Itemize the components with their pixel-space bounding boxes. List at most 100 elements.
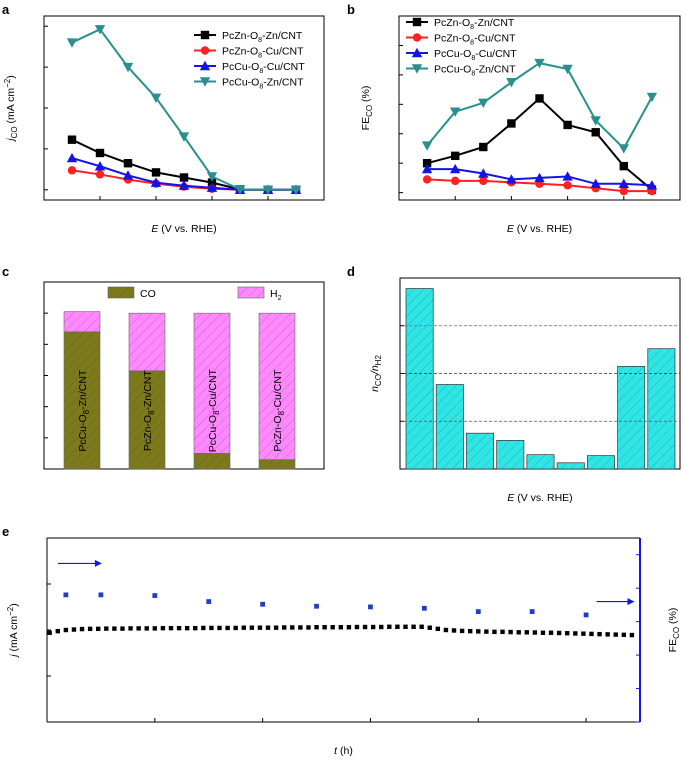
current-point — [282, 625, 287, 630]
current-point — [532, 630, 538, 635]
legend-text: PcZn-O — [222, 46, 258, 58]
y-label-end: ) — [8, 603, 20, 607]
current-point — [314, 625, 319, 630]
legend-marker — [200, 30, 210, 40]
data-point — [123, 159, 133, 168]
legend-text: PcCu-O — [434, 48, 471, 60]
category-text: -Cu/CNT — [272, 369, 284, 411]
data-point — [534, 58, 545, 69]
data-point — [67, 135, 77, 144]
current-point — [322, 625, 327, 630]
data-point — [450, 163, 461, 174]
fe-point — [529, 609, 535, 614]
bar — [435, 384, 464, 470]
category-sub: 8 — [82, 409, 91, 414]
chart-e-stability: t (h) j (mA cm−2) FECO (%) — [6, 537, 681, 757]
data-point — [506, 78, 517, 88]
y-label: n — [369, 386, 381, 392]
legend-text: -Cu/CNT — [262, 46, 304, 58]
data-point — [590, 178, 601, 189]
current-point — [435, 626, 441, 632]
legend-swatch — [237, 286, 265, 299]
legend-marker — [412, 33, 422, 42]
current-point — [427, 625, 432, 630]
legend-sub: 8 — [258, 53, 262, 60]
current-point — [573, 631, 578, 636]
annotation-arrow-head — [627, 598, 635, 606]
y-label-sub: CO — [10, 126, 19, 138]
data-point — [206, 172, 218, 182]
data-point — [534, 172, 545, 183]
legend-entry: PcCu-O8-Zn/CNT — [222, 77, 304, 91]
legend-marker — [411, 47, 423, 58]
y-axis-label: jCO (mA cm−2) — [3, 75, 19, 142]
fe-point — [98, 592, 104, 598]
current-point — [152, 626, 158, 631]
legend-entry: CO — [140, 288, 156, 300]
legend-sub: 8 — [259, 68, 263, 75]
current-point — [500, 629, 505, 635]
data-point — [179, 173, 189, 182]
current-point — [605, 632, 610, 637]
legend-sub: 2 — [278, 295, 282, 302]
y-label-unit: (mA cm — [5, 88, 17, 127]
current-point — [629, 632, 635, 638]
current-point — [249, 625, 255, 630]
data-point — [150, 177, 162, 187]
bar — [647, 348, 676, 470]
current-point — [273, 625, 279, 630]
y-axis-label: nCO/nH2 — [369, 355, 383, 392]
legend-entry: H2 — [270, 288, 282, 302]
legend-entry: PcZn-O8-Cu/CNT — [434, 33, 516, 47]
annotation-arrow-head — [94, 559, 102, 567]
bar — [496, 440, 525, 470]
y2-label-unit: (%) — [667, 608, 679, 627]
data-point — [590, 116, 601, 126]
legend-sub: 8 — [471, 71, 475, 78]
current-point — [209, 625, 214, 631]
data-point — [562, 171, 573, 181]
current-point — [621, 632, 627, 638]
current-point — [354, 624, 360, 630]
current-point — [144, 626, 149, 631]
current-point — [63, 627, 69, 633]
x-label-rest: (V vs. RHE) — [514, 223, 572, 235]
current-point — [346, 625, 352, 630]
fe-point — [63, 592, 69, 598]
data-point — [451, 176, 460, 186]
category-text: PcCu-O — [77, 414, 89, 451]
current-point — [338, 625, 344, 630]
data-point — [563, 120, 572, 130]
data-point — [478, 168, 489, 178]
panel-label-b: b — [347, 2, 355, 17]
y2-label-main: FE — [667, 639, 679, 652]
x-label-main: E — [151, 223, 159, 235]
current-point — [47, 630, 52, 635]
current-point — [112, 626, 117, 631]
current-point — [168, 625, 174, 631]
current-point — [556, 630, 562, 636]
data-point — [507, 119, 516, 128]
data-point — [178, 132, 190, 142]
data-point — [478, 98, 489, 109]
legend-text: PcCu-O — [222, 77, 259, 89]
chart-d-bar-ratio: E (V vs. RHE) nCO/nH2 — [369, 277, 681, 504]
current-point — [257, 625, 263, 630]
y2-axis-label: FECO (%) — [667, 608, 681, 653]
y-label-end: ) — [5, 75, 17, 79]
legend-marker — [412, 17, 422, 27]
data-point — [506, 174, 517, 184]
legend-text: PcCu-O — [434, 64, 471, 76]
current-point — [565, 631, 570, 636]
legend-text: CO — [140, 288, 156, 300]
legend-text: PcZn-O — [222, 30, 258, 42]
fe-point — [368, 604, 373, 610]
x-axis-label: t (h) — [334, 745, 353, 757]
y-axis-label: FECO (%) — [360, 86, 374, 131]
data-point — [422, 159, 432, 168]
x-label-main: E — [507, 492, 515, 504]
current-point — [516, 630, 521, 635]
panel-label-a: a — [2, 2, 10, 17]
bar — [466, 432, 495, 470]
category-text: PcCu-O — [207, 415, 219, 452]
